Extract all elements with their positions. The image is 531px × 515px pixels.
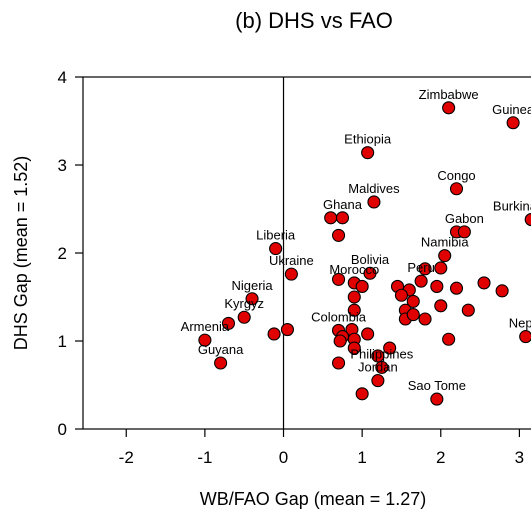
scatter-points: [198, 101, 531, 406]
point-label: Ukraine: [269, 253, 314, 268]
scatter-point: [324, 211, 338, 225]
scatter-point: [434, 299, 448, 313]
plot-area: [82, 76, 531, 430]
point-labels: Zimbabwe Guinea Ethiopia Congo MaldivesGhana…: [181, 87, 531, 393]
point-label: Ghana: [323, 197, 363, 212]
x-tick-label: 0: [279, 448, 288, 467]
scatter-point: [280, 323, 294, 337]
scatter-point: [335, 211, 350, 225]
point-label: Philippines: [350, 346, 413, 361]
point-label: Nepal: [509, 316, 531, 331]
y-tick-label: 4: [58, 68, 67, 87]
scatter-point: [430, 279, 444, 293]
y-tick-label: 1: [58, 332, 67, 351]
scatter-point: [198, 333, 212, 347]
point-label: Armenia: [181, 319, 230, 334]
point-label: Guyana: [198, 342, 244, 357]
scatter-point: [442, 332, 456, 346]
x-tick-label: -1: [197, 448, 212, 467]
point-label: Gabon: [445, 211, 484, 226]
chart-title: (b) DHS vs FAO: [235, 8, 393, 33]
scatter-point: [221, 316, 236, 330]
scatter-point: [363, 266, 377, 280]
scatter-point: [332, 272, 346, 286]
point-label: Sao Tome: [408, 378, 466, 393]
point-label: Liberia: [256, 228, 296, 243]
scatter-point: [414, 274, 428, 288]
scatter-point: [245, 292, 259, 306]
scatter-point: [347, 303, 361, 317]
scatter-point: [406, 308, 420, 322]
scatter-point: [361, 146, 375, 160]
scatter-point: [506, 116, 520, 130]
scatter-point: [442, 101, 456, 115]
scatter-point: [367, 195, 381, 209]
point-label: Zimbabwe: [419, 87, 479, 102]
scatter-point: [495, 284, 509, 298]
x-tick-label: -2: [119, 448, 134, 467]
scatter-point: [214, 356, 228, 370]
point-label: Burkina Faso: [493, 199, 531, 214]
scatter-point: [449, 182, 464, 196]
scatter-point: [430, 392, 444, 406]
scatter-point: [461, 303, 475, 317]
y-axis-ticks: 0 1 2 3 4: [58, 68, 83, 439]
scatter-point: [457, 225, 471, 239]
point-label: Bolivia: [351, 252, 390, 267]
scatter-point: [371, 349, 385, 363]
scatter-point: [332, 356, 346, 370]
point-label: Namibia: [421, 235, 469, 250]
scatter-point: [418, 262, 432, 276]
point-label: Kyrgyz: [224, 296, 264, 311]
x-tick-label: 3: [515, 448, 524, 467]
y-tick-label: 3: [58, 156, 67, 175]
point-label: Nigeria: [231, 278, 273, 293]
scatter-point: [269, 242, 283, 256]
scatter-point: [347, 341, 361, 355]
scatter-point: [284, 267, 298, 281]
scatter-point: [406, 294, 420, 308]
point-label: Congo: [437, 168, 475, 183]
point-label: Peru: [407, 260, 434, 275]
x-tick-label: 2: [436, 448, 445, 467]
scatter-point: [375, 360, 389, 374]
point-label: Morocco: [329, 262, 379, 277]
point-label: Guinea: [492, 102, 531, 117]
y-tick-label: 0: [58, 420, 67, 439]
y-axis-label: DHS Gap (mean = 1.52): [11, 156, 31, 351]
scatter-point: [267, 327, 281, 341]
scatter-point: [333, 334, 347, 348]
scatter-point: [361, 327, 375, 341]
scatter-point: [347, 290, 361, 304]
scatter-point: [355, 279, 369, 293]
point-label: Maldives: [348, 181, 400, 196]
scatter-point: [394, 288, 409, 302]
point-label: Colombia: [311, 309, 367, 324]
scatter-point: [434, 261, 448, 275]
x-tick-label: 1: [357, 448, 366, 467]
scatter-point: [477, 276, 491, 290]
scatter-point: [383, 341, 397, 355]
scatter-point: [449, 281, 464, 295]
scatter-point: [332, 228, 346, 242]
scatter-point: [438, 249, 452, 263]
scatter-point: [519, 330, 531, 344]
point-label: Jordan: [358, 360, 398, 375]
scatter-point: [237, 310, 251, 324]
x-axis-label: WB/FAO Gap (mean = 1.27): [200, 489, 427, 509]
scatter-point: [371, 374, 385, 388]
x-axis-ticks: -2 -1 0 1 2 3: [119, 429, 524, 467]
scatter-point: [524, 213, 531, 227]
point-label: Ethiopia: [344, 132, 392, 147]
scatter-point: [418, 312, 432, 326]
scatter-point: [355, 387, 369, 401]
y-tick-label: 2: [58, 244, 67, 263]
